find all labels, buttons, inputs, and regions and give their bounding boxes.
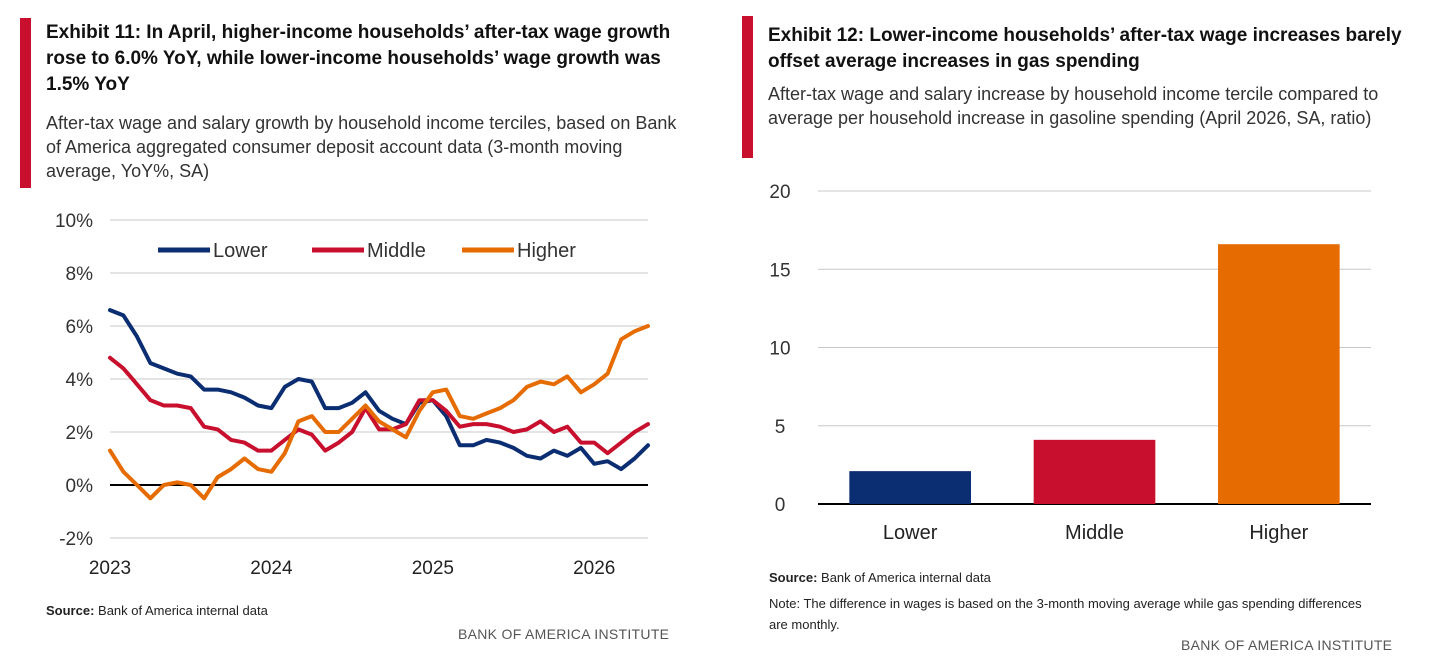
y-tick-label: 20 bbox=[769, 182, 790, 203]
series-line-middle bbox=[108, 355, 650, 456]
series-line-higher bbox=[108, 324, 650, 501]
exhibit-11-subtitle: After-tax wage and salary growth by hous… bbox=[46, 113, 677, 181]
legend-label: Higher bbox=[517, 240, 576, 262]
exhibit-12-source: Source: Bank of America internal data bbox=[769, 569, 991, 587]
exhibit-12-brand: BANK OF AMERICA INSTITUTE bbox=[1181, 637, 1393, 653]
x-tick-label: Lower bbox=[883, 522, 938, 544]
y-tick-label: 6% bbox=[66, 317, 94, 338]
y-tick-label: 15 bbox=[769, 260, 790, 281]
y-tick-label: 8% bbox=[66, 264, 94, 285]
source-text: Bank of America internal data bbox=[94, 603, 268, 618]
x-tick-label: 2024 bbox=[250, 558, 293, 579]
y-tick-label: 10 bbox=[769, 339, 790, 360]
source-text: Bank of America internal data bbox=[817, 570, 991, 585]
legend-label: Lower bbox=[213, 240, 268, 262]
legend-item-lower: Lower bbox=[158, 240, 268, 262]
bar-lower bbox=[849, 471, 971, 504]
x-tick-label: 2026 bbox=[573, 558, 615, 579]
x-tick-label: Higher bbox=[1249, 522, 1308, 544]
exhibit-12-note: Note: The difference in wages is based o… bbox=[769, 596, 1362, 632]
legend-label: Middle bbox=[367, 240, 426, 262]
exhibit-12-bar-chart: 0 5 10 15 20 Lower Middle Higher bbox=[769, 182, 1371, 544]
exhibit-11-panel: Exhibit 11: In April, higher-income hous… bbox=[20, 18, 677, 642]
source-label: Source: bbox=[769, 570, 818, 585]
exhibit-11-source: Source: Bank of America internal data bbox=[46, 602, 268, 620]
x-tick-label: Middle bbox=[1065, 522, 1124, 544]
exhibit-11-brand: BANK OF AMERICA INSTITUTE bbox=[458, 626, 670, 642]
legend-item-higher: Higher bbox=[462, 240, 576, 262]
bar-middle bbox=[1033, 439, 1156, 504]
legend-item-middle: Middle bbox=[312, 240, 426, 262]
x-tick-label: 2023 bbox=[89, 558, 131, 579]
series-line-lower bbox=[108, 308, 650, 472]
exhibit-11-accent-bar bbox=[20, 18, 31, 188]
bar-higher bbox=[1218, 244, 1340, 504]
y-tick-label: 0% bbox=[66, 476, 94, 497]
exhibit-12-subtitle: After-tax wage and salary increase by ho… bbox=[768, 84, 1379, 128]
exhibit-12-accent-bar bbox=[742, 16, 753, 158]
y-tick-label: 10% bbox=[55, 211, 93, 232]
exhibit-12-title: Exhibit 12: Lower-income households’ aft… bbox=[768, 25, 1402, 72]
exhibit-11-line-chart: -2% 0% 2% 4% 6% 8% 10% 2023 2024 2025 2026 Lower Mid… bbox=[55, 211, 650, 579]
y-tick-label: -2% bbox=[59, 529, 93, 550]
y-tick-label: 4% bbox=[66, 370, 94, 391]
y-tick-label: 0 bbox=[775, 495, 786, 516]
x-tick-label: 2025 bbox=[412, 558, 454, 579]
y-tick-label: 5 bbox=[775, 417, 786, 438]
y-tick-label: 2% bbox=[66, 423, 94, 444]
source-label: Source: bbox=[46, 603, 95, 618]
exhibit-11-title: Exhibit 11: In April, higher-income hous… bbox=[46, 22, 671, 95]
exhibit-12-panel: Exhibit 12: Lower-income households’ aft… bbox=[728, 0, 1456, 671]
